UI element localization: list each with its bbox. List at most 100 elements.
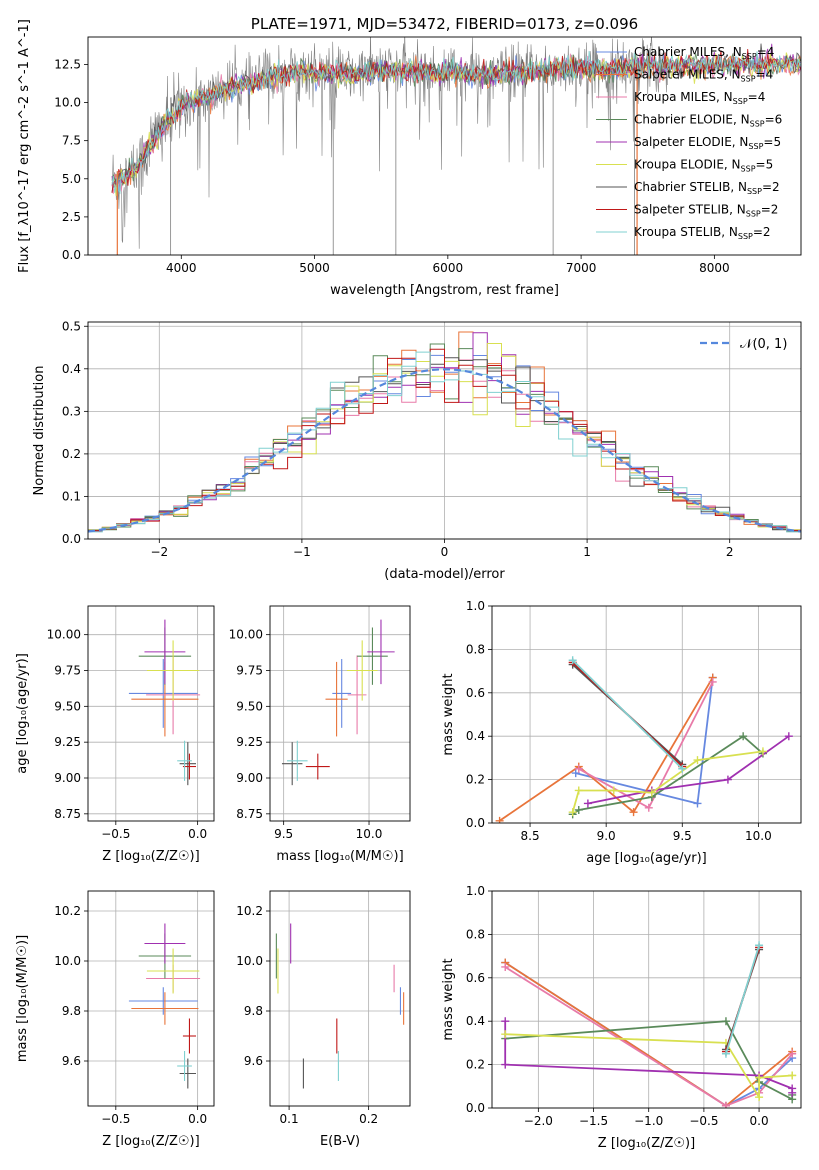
weight-marker bbox=[788, 1088, 797, 1097]
weight-marker bbox=[755, 941, 764, 950]
series-kroupa_stelib bbox=[568, 656, 687, 773]
y-tick-label: 7.5 bbox=[62, 134, 81, 148]
x-axis-label: E(B-V) bbox=[320, 1134, 360, 1149]
y-tick-label: 9.75 bbox=[54, 664, 81, 678]
y-tick-label: 9.50 bbox=[236, 699, 263, 713]
y-tick-label: 2.5 bbox=[62, 210, 81, 224]
weight-marker bbox=[755, 1073, 764, 1082]
weight-marker bbox=[609, 786, 618, 795]
weight-marker bbox=[574, 764, 583, 773]
age_vs_mass-panel: 9.5 10.0 8.75 9.00 9.25 9.50 9.75 10.00 mass [lo… bbox=[229, 605, 411, 864]
weight-marker bbox=[788, 1049, 797, 1058]
age_vs_Z-panel: −0.5 0.0 8.75 9.00 9.25 9.50 9.75 10.00 Z [log₁₀… bbox=[15, 605, 215, 864]
y-tick-label: 9.50 bbox=[54, 699, 81, 713]
x-tick-label: −1.0 bbox=[634, 1114, 663, 1128]
estimate-salpeter_elodie bbox=[144, 923, 186, 964]
y-tick-label: 9.6 bbox=[244, 1054, 263, 1068]
estimate-kroupa_elodie bbox=[346, 640, 378, 701]
weight-marker bbox=[758, 747, 767, 756]
age_vs_mass-frame bbox=[269, 605, 411, 822]
x-axis-label: Z [log₁₀(Z/Z☉)] bbox=[102, 849, 199, 864]
estimate-chabrier_stelib bbox=[281, 742, 303, 786]
x-tick-label: −2.0 bbox=[524, 1114, 553, 1128]
model-line-salpeter_stelib bbox=[111, 48, 801, 194]
histogram-kroupa_stelib bbox=[88, 351, 801, 533]
x-tick-label: 4000 bbox=[166, 261, 197, 275]
weight-marker bbox=[644, 803, 653, 812]
y-tick-label: 5.0 bbox=[62, 172, 81, 186]
y-tick-label: 0.0 bbox=[62, 532, 81, 546]
weight-marker bbox=[788, 1071, 797, 1080]
x-axis-label: mass [log₁₀(M/M☉)] bbox=[276, 849, 403, 864]
legend-entry: Kroupa ELODIE, NSSP=5 bbox=[634, 158, 773, 174]
estimate-kroupa_elodie bbox=[146, 948, 200, 994]
mass_vs_ebv-panel: 0.1 0.2 9.6 9.8 10.0 10.2 E(B-V) bbox=[236, 890, 411, 1149]
y-tick-label: 9.00 bbox=[54, 771, 81, 785]
weight-marker bbox=[721, 1017, 730, 1026]
weight_vs_Z-frame bbox=[491, 890, 802, 1109]
legend-entry: Kroupa STELIB, NSSP=2 bbox=[634, 225, 771, 241]
y-tick-label: 0.2 bbox=[62, 447, 81, 461]
legend-entry: Chabrier MILES, NSSP=4 bbox=[634, 45, 774, 61]
normal-curve bbox=[88, 368, 801, 533]
estimate-salpeter_stelib bbox=[305, 753, 330, 780]
y-tick-label: 10.0 bbox=[54, 954, 81, 968]
series-kroupa_miles bbox=[574, 677, 717, 812]
y-tick-label: 10.00 bbox=[229, 628, 263, 642]
weight-line bbox=[725, 945, 760, 1055]
y-tick-label: 0.6 bbox=[466, 971, 485, 985]
y-tick-label: 0.5 bbox=[62, 319, 81, 333]
weight_vs_Z-plot-area bbox=[501, 941, 797, 1108]
y-tick-label: 1.0 bbox=[466, 599, 485, 613]
legend-entry: Salpeter STELIB, NSSP=2 bbox=[634, 203, 778, 219]
chart-title: PLATE=1971, MJD=53472, FIBERID=0173, z=0… bbox=[251, 15, 638, 33]
weight-marker bbox=[574, 786, 583, 795]
weight_vs_age-plot-area bbox=[495, 656, 793, 823]
x-tick-label: 5000 bbox=[299, 261, 330, 275]
y-tick-label: 0.4 bbox=[466, 729, 485, 743]
estimate-kroupa_stelib bbox=[177, 1051, 192, 1081]
y-tick-label: 0.1 bbox=[62, 489, 81, 503]
estimate-salpeter_stelib bbox=[182, 1018, 196, 1054]
x-tick-label: −0.5 bbox=[689, 1114, 718, 1128]
age_vs_mass-plot-area bbox=[281, 619, 395, 786]
y-tick-label: 10.2 bbox=[54, 904, 81, 918]
weight-marker bbox=[721, 1101, 730, 1108]
spectrum-legend: Chabrier MILES, NSSP=4 Salpeter MILES, NS… bbox=[596, 45, 782, 241]
y-tick-label: 10.00 bbox=[47, 628, 81, 642]
y-axis-label: mass weight bbox=[441, 673, 456, 755]
mass_vs_Z-plot-area bbox=[128, 923, 201, 1089]
residual-legend: 𝒩(0, 1) bbox=[700, 337, 787, 352]
residuals-panel: −2 −1 0 1 2 0.0 0.1 0.2 0.3 0.4 0.5 (data-model)/er… bbox=[32, 319, 802, 582]
estimate-chabrier_miles bbox=[332, 659, 352, 728]
x-axis-label: Z [log₁₀(Z/Z☉)] bbox=[598, 1136, 695, 1151]
age_vs_Z-frame bbox=[87, 605, 215, 822]
mass_vs_ebv-frame bbox=[269, 890, 411, 1107]
y-tick-label: 0.4 bbox=[466, 1014, 485, 1028]
model-line-kroupa_stelib bbox=[111, 50, 801, 195]
x-tick-label: 2 bbox=[726, 545, 734, 559]
estimate-salpeter_miles bbox=[325, 661, 348, 737]
estimate-kroupa_elodie bbox=[146, 640, 200, 701]
weight_vs_age-panel: 8.5 9.0 9.5 10.0 0.0 0.2 0.4 0.6 0.8 1.0 age [log₁… bbox=[441, 599, 802, 866]
weight-marker bbox=[501, 1017, 510, 1026]
weight-marker bbox=[501, 962, 510, 971]
y-tick-label: 9.00 bbox=[236, 771, 263, 785]
mass_vs_Z-frame bbox=[87, 890, 215, 1107]
weight_vs_Z-panel: −2.0 −1.5 −1.0 −0.5 0.0 0.0 0.2 0.4 0.6 0.8 1.0 Z [… bbox=[441, 884, 802, 1151]
weight-marker bbox=[629, 808, 638, 817]
x-tick-label: 0.0 bbox=[750, 1114, 769, 1128]
y-axis-label: mass weight bbox=[441, 958, 456, 1040]
y-tick-label: 9.25 bbox=[236, 735, 263, 749]
series-kroupa_elodie bbox=[568, 747, 767, 817]
estimate-chabrier_miles bbox=[128, 987, 198, 1015]
weight-marker bbox=[495, 816, 504, 823]
weight-marker bbox=[708, 677, 717, 686]
mass_vs_ebv-plot-area bbox=[275, 923, 405, 1089]
weight-line bbox=[499, 677, 714, 822]
weight_vs_age-frame bbox=[491, 605, 802, 824]
y-tick-label: 1.0 bbox=[466, 884, 485, 898]
estimate-salpeter_miles bbox=[131, 992, 199, 1025]
x-tick-label: −0.5 bbox=[101, 827, 130, 841]
